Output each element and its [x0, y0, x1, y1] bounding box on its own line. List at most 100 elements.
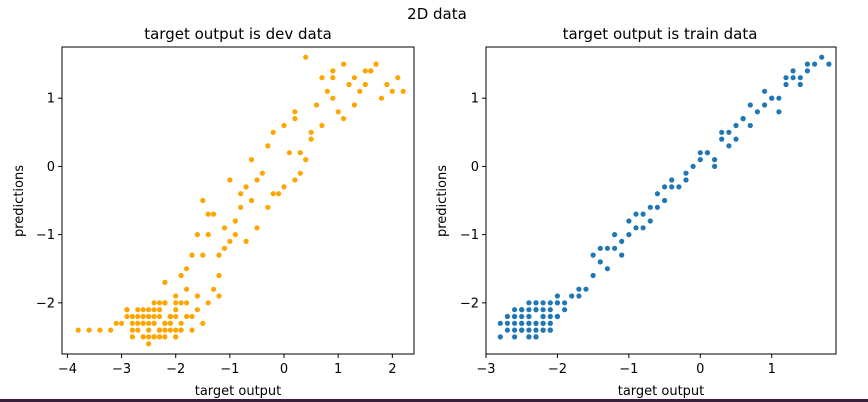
panel-train-point: [662, 197, 668, 204]
panel-train-point: [604, 245, 611, 251]
panel-dev-point: [238, 204, 244, 210]
panel-train-point: [719, 136, 725, 142]
panel-dev-point: [395, 75, 401, 81]
panel-dev-title: target output is dev data: [144, 25, 332, 43]
panel-dev-xtick-label: −1: [220, 362, 239, 377]
panel-train-point: [547, 327, 553, 333]
panel-dev-ytick-label: 1: [47, 92, 55, 107]
panel-train-xtick-label: −3: [476, 362, 495, 377]
panel-dev-point: [162, 320, 168, 326]
panel-train-point: [790, 68, 796, 74]
panel-dev-xtick-label: 0: [280, 362, 288, 377]
panel-dev-point: [151, 334, 157, 340]
panel-train-point: [554, 300, 561, 306]
panel-dev-point: [189, 327, 195, 333]
panel-dev-point: [173, 313, 179, 320]
panel-train-point: [526, 300, 532, 306]
panel-train-point: [640, 211, 646, 217]
panel-train-point: [604, 266, 611, 272]
panel-train-point: [597, 245, 603, 251]
panel-dev-point: [248, 197, 255, 204]
panel-dev-point: [216, 293, 222, 299]
panel-train-point: [511, 320, 518, 326]
panel-train-point: [726, 143, 732, 149]
panel-train-point: [697, 157, 703, 163]
panel-dev-point: [270, 191, 276, 197]
panel-dev-point: [135, 320, 141, 326]
panel-train-point: [683, 177, 689, 183]
panel-train-point: [804, 61, 811, 67]
panel-dev-point: [335, 109, 341, 115]
panel-train-point: [726, 129, 732, 135]
panel-dev-point: [146, 307, 152, 313]
panel-dev-point: [129, 327, 135, 333]
panel-train-point: [719, 129, 725, 135]
panel-dev-point: [162, 300, 168, 306]
panel-dev-point: [124, 307, 130, 313]
panel-train-point: [676, 184, 682, 190]
panel-train-point: [526, 327, 532, 333]
panel-dev-point: [146, 327, 152, 333]
panel-dev-point: [232, 218, 238, 224]
panel-train-point: [783, 75, 789, 81]
panel-dev-point: [341, 61, 347, 67]
panel-dev-point: [254, 225, 260, 231]
panel-dev-point: [205, 300, 211, 306]
panel-dev-point: [232, 232, 238, 238]
panel-dev-point: [357, 88, 363, 94]
panel-dev-point: [281, 122, 287, 129]
panel-dev: target output is dev data −4 −3 −2 −1 0 1 2 −2…: [12, 25, 415, 399]
panel-train-point: [619, 238, 625, 244]
panel-train-point: [754, 109, 761, 115]
bottom-strip: [0, 399, 868, 402]
panel-dev-point: [129, 334, 135, 340]
panel-train-xtick-label: 0: [696, 362, 704, 377]
panel-dev-point: [330, 68, 336, 74]
panel-train-point: [633, 225, 639, 231]
panel-train-point: [547, 300, 553, 306]
panel-dev-point: [194, 307, 200, 313]
panel-dev-point: [238, 191, 244, 197]
panel-dev-point: [151, 300, 157, 306]
panel-dev-point: [97, 327, 103, 333]
panel-dev-point: [297, 170, 303, 176]
panel-dev-xlabel: target output: [195, 384, 282, 399]
panel-dev-xtick-label: −3: [112, 362, 131, 377]
panel-dev-point: [140, 313, 146, 320]
panel-train-ytick-label: −2: [460, 296, 479, 311]
panel-train-point: [733, 136, 739, 142]
panel-train-ytick-label: 0: [471, 160, 479, 175]
panel-train-point: [776, 95, 782, 101]
panel-dev-point: [351, 75, 357, 81]
panel-dev-point: [140, 334, 146, 340]
panel-train-point: [826, 61, 832, 67]
panel-dev-point: [341, 116, 347, 122]
panel-dev-point: [189, 252, 195, 258]
panel-train-point: [497, 334, 503, 340]
panel-train-point: [612, 245, 618, 251]
panel-dev-point: [265, 204, 271, 210]
panel-train-point: [597, 259, 603, 265]
panel-dev-point: [216, 272, 222, 279]
panel-train-point: [790, 75, 796, 81]
panel-train-point: [662, 184, 668, 190]
panel-train-point: [511, 334, 518, 340]
panel-dev-point: [124, 313, 130, 320]
panel-train-point: [504, 313, 510, 320]
panel-train-point: [669, 177, 675, 183]
panel-train-point: [762, 102, 768, 108]
panel-train-point: [519, 307, 525, 313]
panel-dev-point: [211, 286, 217, 292]
panel-dev-point: [184, 286, 190, 292]
panel-train-point: [554, 293, 561, 299]
panel-train-point: [647, 218, 653, 224]
panel-dev-point: [135, 313, 141, 320]
panel-train-point: [547, 320, 553, 326]
panel-dev-point: [221, 225, 228, 231]
panel-dev-point: [119, 320, 125, 326]
panel-dev-point: [243, 238, 249, 244]
panel-train-point: [712, 163, 718, 169]
panel-train-xtick-label: 1: [768, 362, 776, 377]
panel-train-point: [626, 218, 632, 224]
panel-train-yticks: −2 −1 0 1: [460, 92, 486, 311]
